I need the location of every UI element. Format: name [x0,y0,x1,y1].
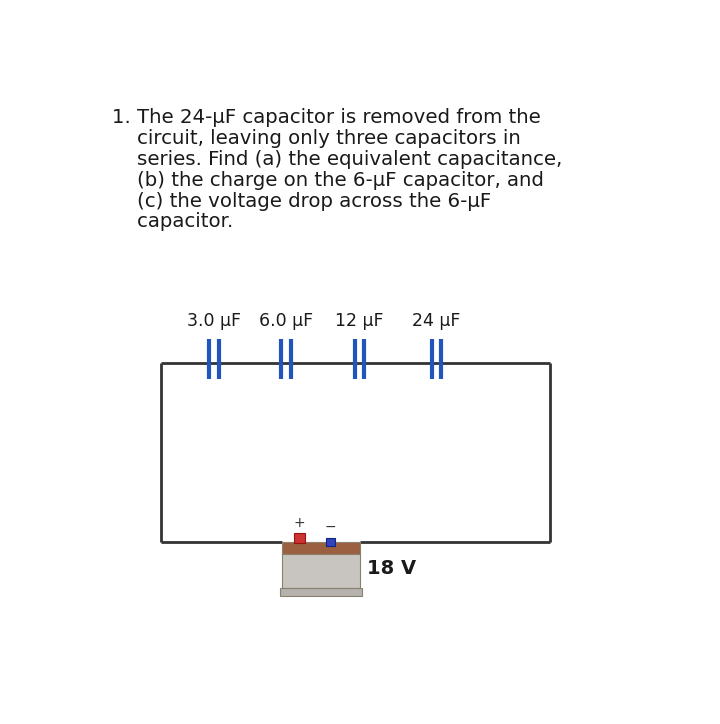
Bar [294,533,305,544]
Bar [280,588,362,596]
Text: 24 μF: 24 μF [413,312,461,330]
Text: 12 μF: 12 μF [336,312,384,330]
Text: 6.0 μF: 6.0 μF [259,312,313,330]
Text: series. Find (a) the equivalent capacitance,: series. Find (a) the equivalent capacita… [112,150,562,169]
Text: (c) the voltage drop across the 6-µF: (c) the voltage drop across the 6-µF [112,192,491,211]
Text: +: + [294,515,305,530]
Bar [326,538,335,546]
Text: 1. The 24-µF capacitor is removed from the: 1. The 24-µF capacitor is removed from t… [112,109,541,127]
Bar [282,555,360,588]
Text: −: − [325,520,336,534]
Bar [282,542,360,555]
Text: 18 V: 18 V [367,559,417,578]
Text: capacitor.: capacitor. [112,212,233,232]
Text: 3.0 μF: 3.0 μF [187,312,241,330]
Text: (b) the charge on the 6-µF capacitor, and: (b) the charge on the 6-µF capacitor, an… [112,171,544,190]
Text: circuit, leaving only three capacitors in: circuit, leaving only three capacitors i… [112,129,521,148]
